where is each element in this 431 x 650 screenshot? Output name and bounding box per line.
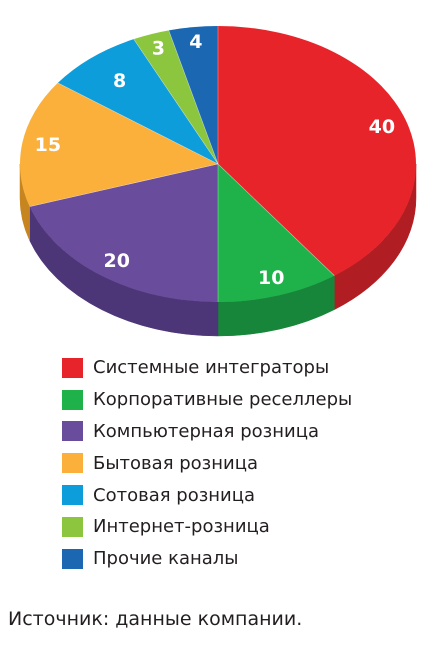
slice-value-label-2: 20 — [104, 250, 130, 272]
slice-value-label-3: 15 — [35, 134, 61, 156]
legend-item-1: Корпоративные реселлеры — [62, 384, 352, 416]
slice-value-label-1: 10 — [258, 267, 284, 289]
legend-label: Системные интеграторы — [93, 357, 330, 379]
legend: Системные интеграторы Корпоративные ресел… — [62, 352, 352, 575]
legend-swatch — [62, 516, 83, 537]
slice-value-label-5: 3 — [152, 37, 165, 59]
source-note: Источник: данные компании. — [8, 608, 303, 630]
legend-swatch — [62, 485, 83, 506]
slice-separator-6 — [168, 30, 219, 165]
slice-separator-4 — [57, 82, 219, 165]
legend-label: Бытовая розница — [93, 452, 259, 474]
legend-label: Компьютерная розница — [93, 420, 319, 442]
legend-swatch — [62, 453, 83, 474]
pie-chart: 40 10 20 15 8 3 4 — [19, 26, 417, 337]
slice-separator-1 — [217, 163, 335, 276]
pie-slice-2 — [29, 164, 218, 302]
legend-item-6: Прочие каналы — [62, 543, 352, 575]
slice-value-label-6: 4 — [189, 31, 202, 53]
legend-label: Интернет-розница — [93, 516, 270, 538]
legend-swatch — [62, 548, 83, 569]
pie-slice-1 — [218, 164, 335, 302]
legend-label: Прочие каналы — [93, 548, 239, 570]
legend-label: Корпоративные реселлеры — [93, 389, 353, 411]
legend-item-3: Бытовая розница — [62, 447, 352, 479]
slice-separator-5 — [133, 38, 219, 165]
slice-value-label-0: 40 — [369, 116, 395, 138]
legend-swatch — [62, 389, 83, 410]
pie-labels: 40 10 20 15 8 3 4 — [35, 31, 395, 289]
legend-swatch — [62, 421, 83, 442]
pie-slice-5 — [133, 30, 218, 165]
slice-value-label-4: 8 — [113, 70, 126, 92]
pie-slice-3 — [20, 82, 219, 207]
pie-slice-4 — [57, 39, 219, 164]
legend-swatch — [62, 357, 83, 378]
legend-item-5: Интернет-розница — [62, 511, 352, 543]
pie-sides — [19, 163, 417, 337]
legend-label: Сотовая розница — [93, 484, 256, 506]
pie-side-3 — [19, 163, 30, 241]
slice-separator-3 — [29, 163, 219, 207]
legend-item-2: Компьютерная розница — [62, 416, 352, 448]
pie-slice-6 — [168, 26, 218, 164]
legend-item-0: Системные интеграторы — [62, 352, 352, 384]
legend-item-4: Сотовая розница — [62, 479, 352, 511]
pie-slices — [20, 26, 416, 302]
pie-slice-0 — [218, 26, 416, 276]
